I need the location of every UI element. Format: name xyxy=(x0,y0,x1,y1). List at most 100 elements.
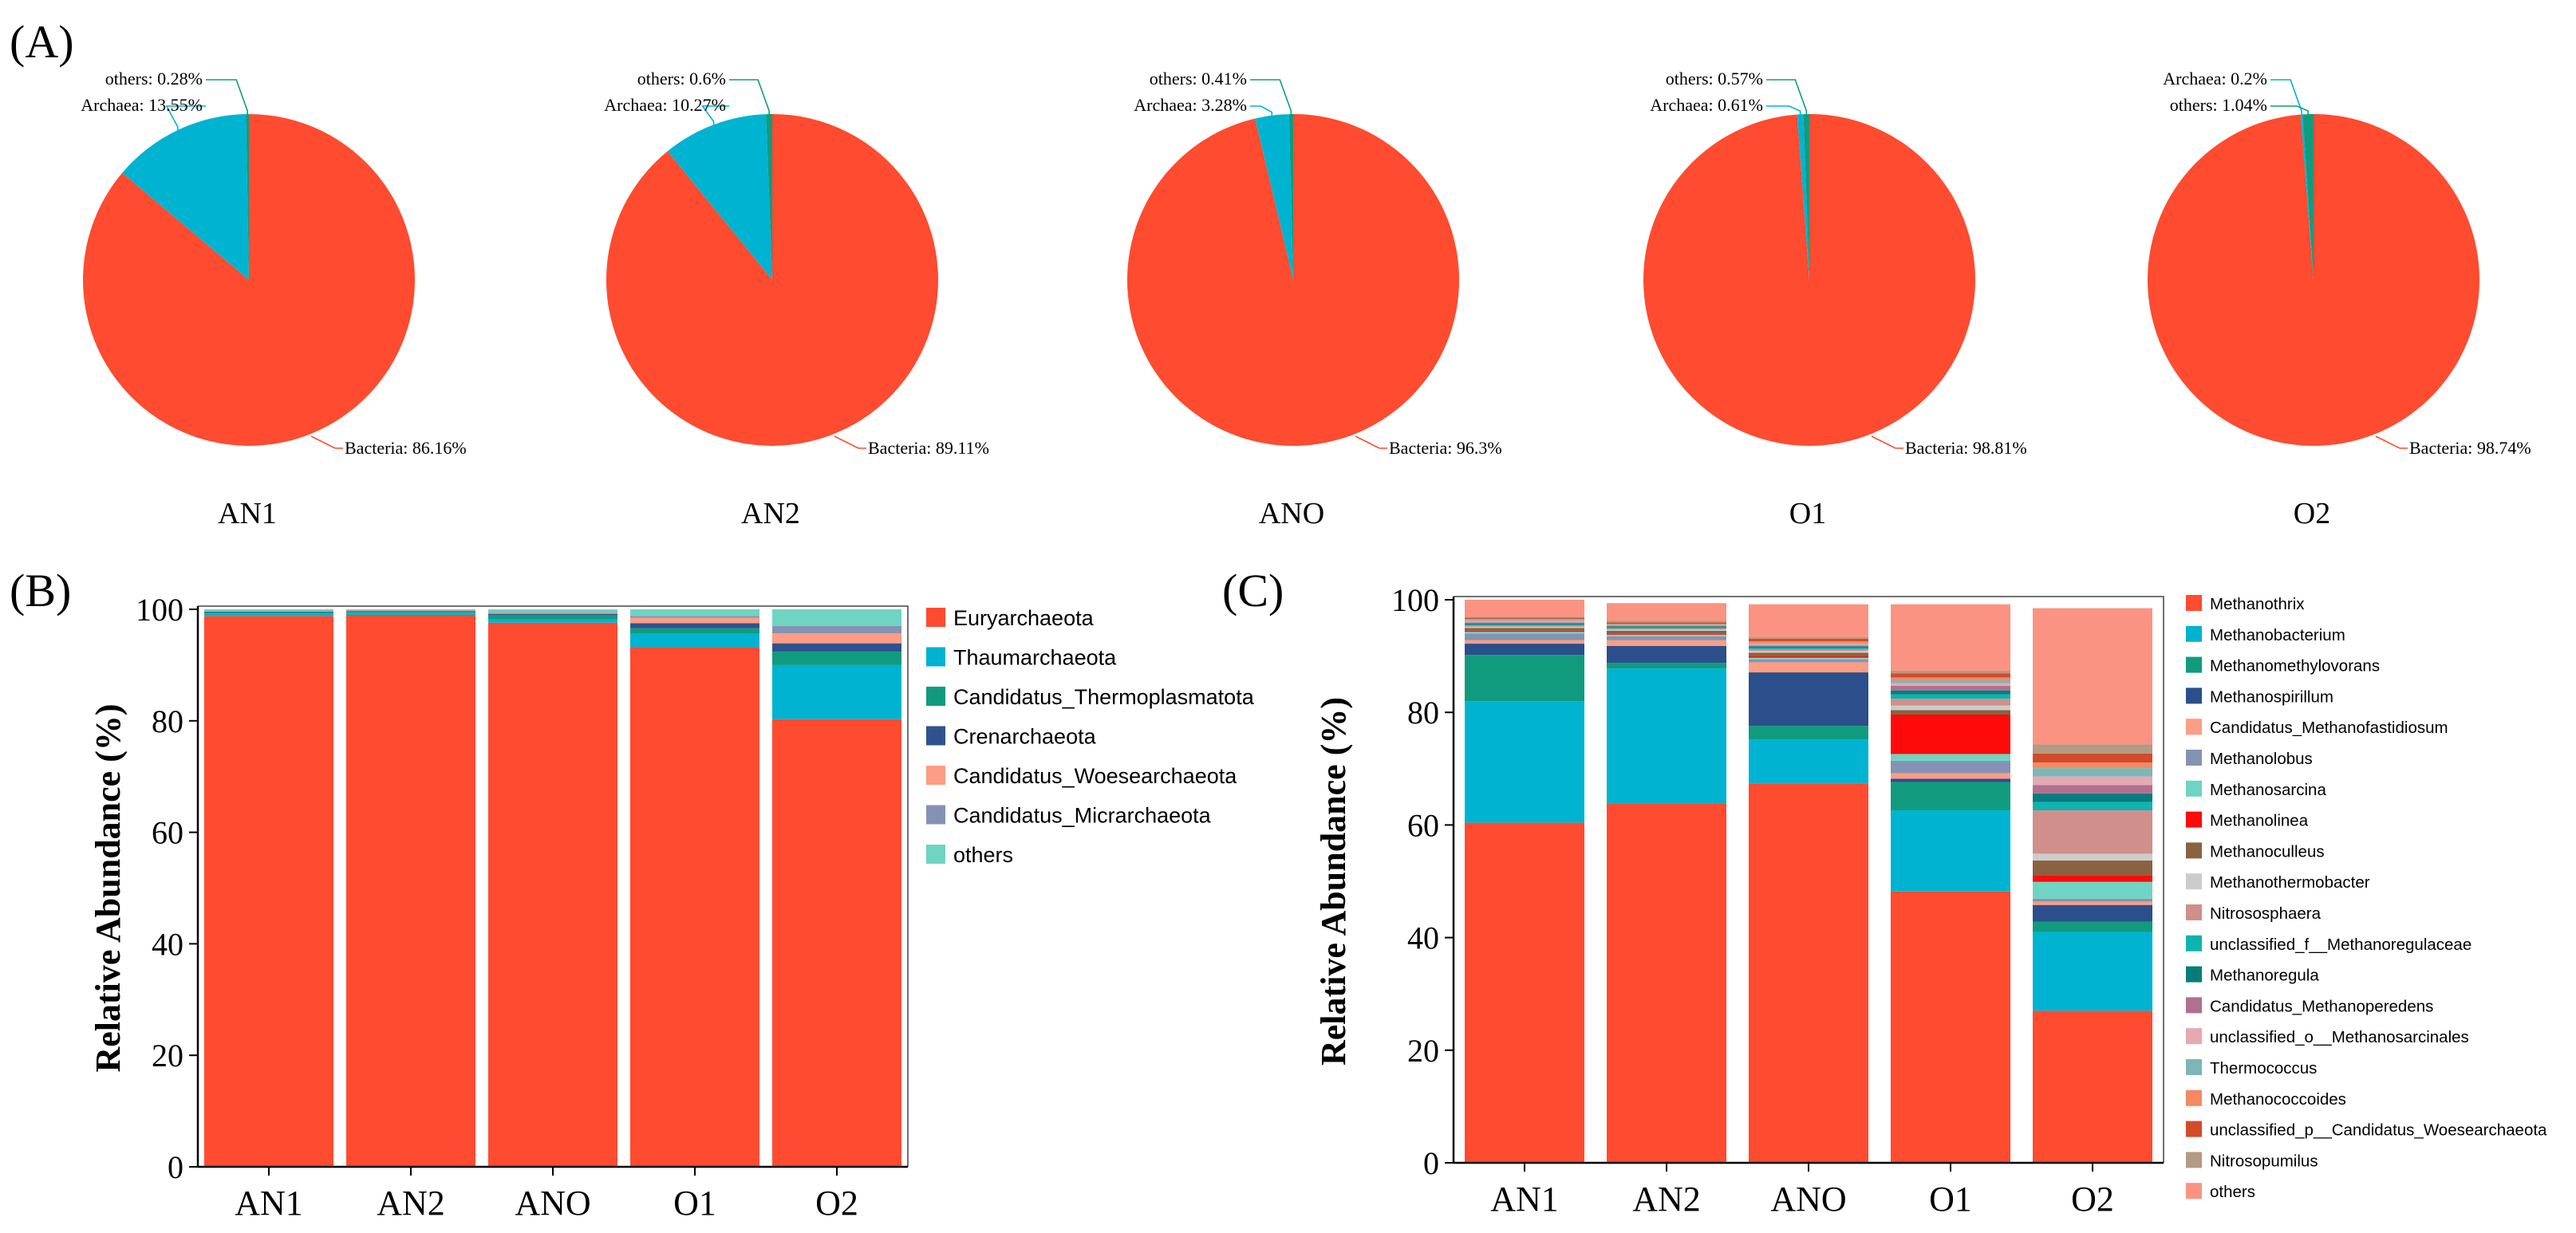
legend-swatch-c-thermococcus xyxy=(2186,1059,2202,1075)
bar-c-an1-methanomethylovorans xyxy=(1465,655,1584,702)
bar-c-o1-methanoregula xyxy=(1891,690,2010,695)
pie-leader-an1-archaea xyxy=(165,105,206,132)
bar-b-o1-candidatus-micrarchaeota xyxy=(630,616,759,618)
bar-c-o2-methanothermobacter xyxy=(2033,853,2152,861)
bar-c-o1-methanolinea xyxy=(1891,715,2010,754)
legend-swatch-c-methanoculleus xyxy=(2186,842,2202,859)
pie-label-an1-others: others: 0.28% xyxy=(105,69,203,89)
legend-swatch-c-nitrososphaera xyxy=(2186,904,2202,920)
legend-swatch-c-candidatus-methanofastidiosum xyxy=(2186,719,2202,735)
bar-b-an2-others xyxy=(346,609,475,610)
pie-label-ano-archaea: Archaea: 3.28% xyxy=(1134,95,1247,115)
bar-c-ano-unclassified-f-methanoregulaceae xyxy=(1749,648,1868,650)
bar-c-o1-methanococcoides xyxy=(1891,677,2010,680)
bar-c-an2-methanolobus xyxy=(1607,636,1726,640)
pie-label-o2-archaea: Archaea: 0.2% xyxy=(2163,69,2267,89)
pie-leader-o1-others xyxy=(1766,79,1808,116)
bar-c-ano-others xyxy=(1749,604,1868,637)
legend-label-c-methanobacterium: Methanobacterium xyxy=(2210,626,2345,644)
pie-title-an2: AN2 xyxy=(741,497,800,530)
bar-b-ano-crenarchaeota xyxy=(488,613,617,615)
bar-b-an2-thaumarchaeota xyxy=(346,613,475,615)
bar-c-an1-unclassified-f-methanoregulaceae xyxy=(1465,624,1584,626)
bar-b-an1-thaumarchaeota xyxy=(204,613,333,616)
pie-leader-ano-bacteria xyxy=(1355,435,1387,449)
pie-label-an2-archaea: Archaea: 10.27% xyxy=(604,95,726,115)
legend-swatch-b-others xyxy=(926,845,945,864)
bar-c-o2-methanococcoides xyxy=(2033,762,2152,769)
bar-c-an1-methanobacterium xyxy=(1465,701,1584,823)
legend-label-b-candidatus-thermoplasmatota: Candidatus_Thermoplasmatota xyxy=(953,685,1255,709)
bar-b-o1-crenarchaeota xyxy=(630,623,759,628)
pie-leader-o2-bacteria xyxy=(2375,435,2408,449)
bar-b-ano-euryarchaeota xyxy=(488,622,617,1167)
pie-label-ano-bacteria: Bacteria: 96.3% xyxy=(1389,438,1502,458)
bar-c-ano-candidatus-methanofastidiosum xyxy=(1749,662,1868,673)
legend-swatch-b-candidatus-micrarchaeota xyxy=(926,805,945,825)
bar-c-an2-methanosarcina xyxy=(1607,634,1726,636)
xtick-label-b-an2: AN2 xyxy=(377,1184,445,1223)
bar-b-o2-thaumarchaeota xyxy=(772,664,901,719)
legend-swatch-c-methanolobus xyxy=(2186,750,2202,766)
pie-slice-o1-others xyxy=(1803,113,1809,280)
bar-c-o2-methanospirillum xyxy=(2033,904,2152,922)
bar-c-an2-unclassified-p-candidatus-woesearchaeota xyxy=(1607,622,1726,624)
bar-c-ano-methanothermobacter xyxy=(1749,651,1868,653)
bar-c-ano-methanococcoides xyxy=(1749,641,1868,644)
pie-leader-an1-bacteria xyxy=(310,435,343,449)
legend-swatch-b-candidatus-thermoplasmatota xyxy=(926,687,945,706)
legend-swatch-c-others xyxy=(2186,1183,2202,1200)
ytick-label-c-20: 20 xyxy=(1407,1033,1439,1069)
bar-b-o1-euryarchaeota xyxy=(630,647,759,1167)
plot-frame-c xyxy=(1454,596,2164,1163)
bar-b-ano-candidatus-thermoplasmatota xyxy=(488,614,617,620)
legend-label-c-nitrosopumilus: Nitrosopumilus xyxy=(2210,1152,2318,1170)
bar-c-an1-methanothermobacter xyxy=(1465,626,1584,628)
bar-c-ano-methanothrix xyxy=(1749,783,1868,1163)
pie-label-o2-bacteria: Bacteria: 98.74% xyxy=(2409,438,2531,458)
bar-c-o1-unclassified-o-methanosarcinales xyxy=(1891,683,2010,687)
bar-c-o1-methanothermobacter xyxy=(1891,705,2010,711)
bar-b-an2-candidatus-micrarchaeota xyxy=(346,609,475,611)
bar-c-o2-unclassified-f-methanoregulaceae xyxy=(2033,802,2152,811)
bar-c-o2-candidatus-methanofastidiosum xyxy=(2033,901,2152,905)
bar-c-o2-methanolinea xyxy=(2033,875,2152,882)
pie-slice-o1-bacteria xyxy=(1643,114,1975,447)
pie-leader-an2-bacteria xyxy=(834,435,866,449)
legend-swatch-c-nitrosopumilus xyxy=(2186,1152,2202,1168)
bar-c-o1-methanolobus xyxy=(1891,760,2010,774)
panel-label-c: (C) xyxy=(1222,565,1284,616)
pie-label-o1-bacteria: Bacteria: 98.81% xyxy=(1905,438,2027,458)
legend-swatch-c-candidatus-methanoperedens xyxy=(2186,997,2202,1014)
pie-leader-o2-others xyxy=(2270,105,2309,116)
ytick-label-c-100: 100 xyxy=(1391,582,1439,618)
ytick-label-b-40: 40 xyxy=(152,926,183,962)
bar-c-o2-methanoregula xyxy=(2033,793,2152,802)
pie-slice-an2-archaea xyxy=(667,114,772,280)
pie-slice-ano-others xyxy=(1288,114,1293,280)
bar-c-ano-methanoculleus xyxy=(1749,652,1868,656)
bar-c-o2-candidatus-methanoperedens xyxy=(2033,785,2152,794)
bar-c-an2-thermococcus xyxy=(1607,624,1726,625)
bar-c-ano-methanomethylovorans xyxy=(1749,726,1868,740)
legend-label-c-methanomethylovorans: Methanomethylovorans xyxy=(2210,657,2380,676)
pie-leader-ano-others xyxy=(1250,79,1292,116)
bar-b-o2-candidatus-micrarchaeota xyxy=(772,625,901,634)
legend-label-c-candidatus-methanofastidiosum: Candidatus_Methanofastidiosum xyxy=(2210,719,2448,737)
bar-c-an1-methanococcoides xyxy=(1465,619,1584,620)
bar-c-an1-methanolobus xyxy=(1465,633,1584,640)
pie-slice-an1-others xyxy=(246,113,249,280)
bar-b-o2-euryarchaeota xyxy=(772,719,901,1167)
legend-label-c-unclassified-o-methanosarcinales: unclassified_o__Methanosarcinales xyxy=(2210,1028,2469,1046)
bar-b-an2-candidatus-thermoplasmatota xyxy=(346,611,475,613)
xtick-label-c-o1: O1 xyxy=(1929,1180,1972,1219)
bar-c-an2-unclassified-o-methanosarcinales xyxy=(1607,624,1726,626)
bar-c-o2-unclassified-p-candidatus-woesearchaeota xyxy=(2033,753,2152,763)
pie-label-o2-others: others: 1.04% xyxy=(2170,95,2267,115)
xtick-label-c-ano: ANO xyxy=(1770,1180,1846,1219)
legend-panel-c: Methanothrix Methanobacterium Methanomethy… xyxy=(2186,595,2547,1201)
bar-c-o2-methanoculleus xyxy=(2033,860,2152,876)
bar-c-ano-nitrososphaera xyxy=(1749,649,1868,652)
legend-swatch-c-methanoregula xyxy=(2186,966,2202,983)
panel-label-a: (A) xyxy=(10,16,74,68)
